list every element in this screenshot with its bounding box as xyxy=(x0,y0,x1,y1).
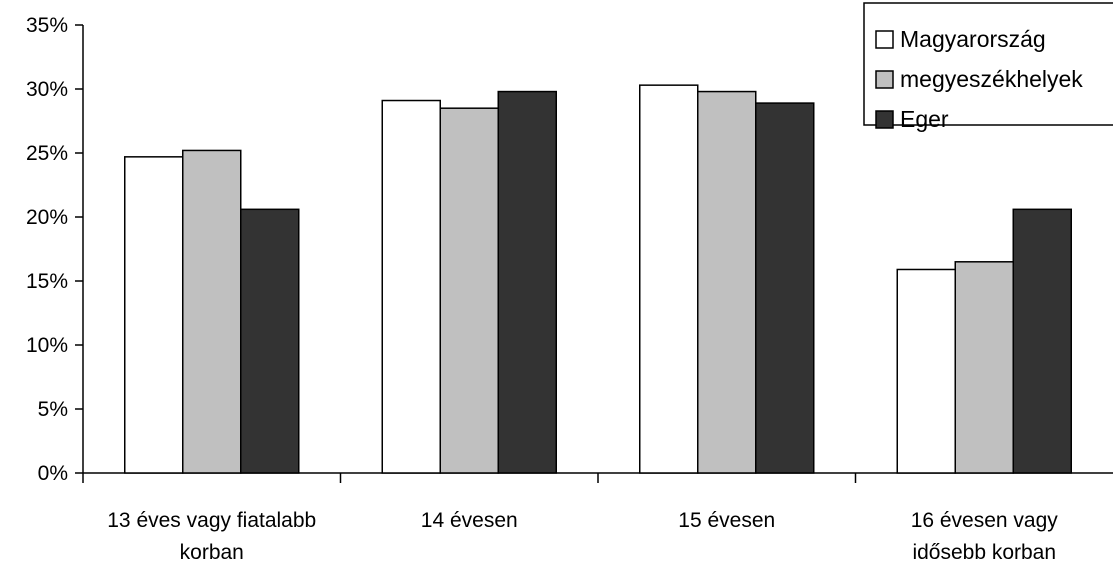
bar-magyarország xyxy=(639,84,699,474)
bar-eger xyxy=(497,90,557,474)
legend-box xyxy=(863,2,1113,126)
y-tick-label: 30% xyxy=(26,78,68,101)
bar-eger xyxy=(755,102,815,474)
bar-megyeszékhelyek xyxy=(697,90,757,474)
bar-megyeszékhelyek xyxy=(439,107,499,474)
x-category-label: idősebb korban xyxy=(912,541,1056,564)
bar-magyarország xyxy=(381,99,441,474)
x-category-label: 15 évesen xyxy=(678,509,775,532)
y-tick-label: 35% xyxy=(26,14,68,37)
y-tick-label: 5% xyxy=(38,398,68,421)
bar-megyeszékhelyek xyxy=(182,149,242,474)
legend-label: Eger xyxy=(900,106,949,132)
y-tick-label: 15% xyxy=(26,270,68,293)
bars xyxy=(124,84,1072,474)
bar-eger xyxy=(240,208,300,474)
x-category-label: 13 éves vagy fiatalabb xyxy=(107,509,316,532)
legend-swatch xyxy=(875,70,894,89)
legend-swatch xyxy=(875,30,894,49)
bar-magyarország xyxy=(896,268,956,474)
y-axis: 0% 5% 10% 15% 20% 25% 30% 35% xyxy=(26,14,84,485)
legend: Magyarország megyeszékhelyek Eger xyxy=(863,2,1113,132)
x-axis: 13 éves vagy fiatalabb korban 14 évesen 15 … xyxy=(82,472,1113,564)
bar-magyarország xyxy=(124,156,184,474)
x-category-label: korban xyxy=(180,541,244,564)
legend-label: megyeszékhelyek xyxy=(900,66,1083,92)
y-tick-label: 20% xyxy=(26,206,68,229)
y-tick-label: 10% xyxy=(26,334,68,357)
y-tick-label: 25% xyxy=(26,142,68,165)
bar-megyeszékhelyek xyxy=(954,261,1014,474)
x-category-label: 14 évesen xyxy=(421,509,518,532)
bar-eger xyxy=(1012,208,1072,474)
legend-label: Magyarország xyxy=(900,26,1046,52)
x-category-label: 16 évesen vagy xyxy=(911,509,1059,532)
y-tick-label: 0% xyxy=(38,462,68,485)
legend-swatch xyxy=(875,110,894,129)
